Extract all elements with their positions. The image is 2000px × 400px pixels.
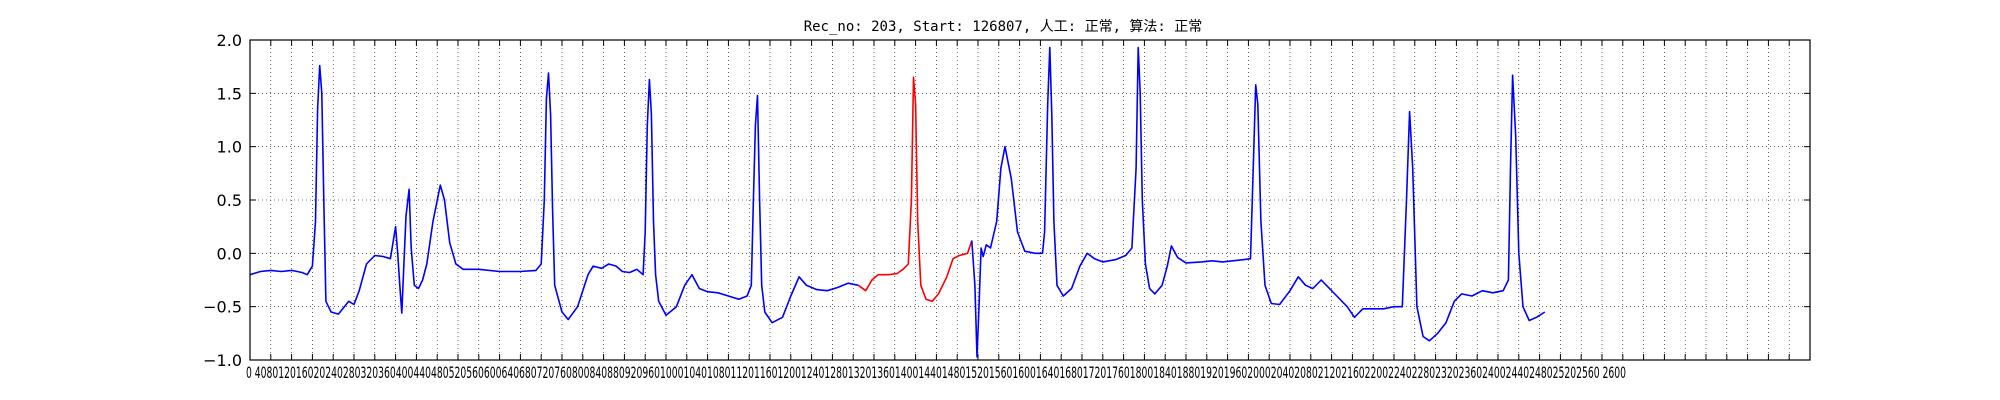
y-tick-label: 0.0 <box>217 244 242 263</box>
series-layer <box>249 46 1546 358</box>
y-tick-label: −1.0 <box>203 351 242 370</box>
y-tick-label: −0.5 <box>203 298 242 317</box>
x-axis: 0 40801201602024028032036040044048052056… <box>246 40 1790 382</box>
y-tick-label: 1.0 <box>217 138 242 157</box>
ecg-series-2 <box>857 76 973 303</box>
y-tick-label: 2.0 <box>217 31 242 50</box>
ecg-series-1 <box>249 64 859 324</box>
ecg-series-3 <box>971 46 1546 358</box>
x-tick-labels: 0 40801201602024028032036040044048052056… <box>246 363 1626 382</box>
grid <box>250 40 1810 360</box>
plot-frame <box>249 39 1811 361</box>
chart-title: Rec_no: 203, Start: 126807, 人工: 正常, 算法: … <box>804 19 1203 35</box>
y-tick-label: 1.5 <box>217 84 242 103</box>
y-axis: −1.0 −0.5 0.0 0.5 1.0 1.5 2.0 <box>203 31 1810 370</box>
y-tick-label: 0.5 <box>217 191 242 210</box>
